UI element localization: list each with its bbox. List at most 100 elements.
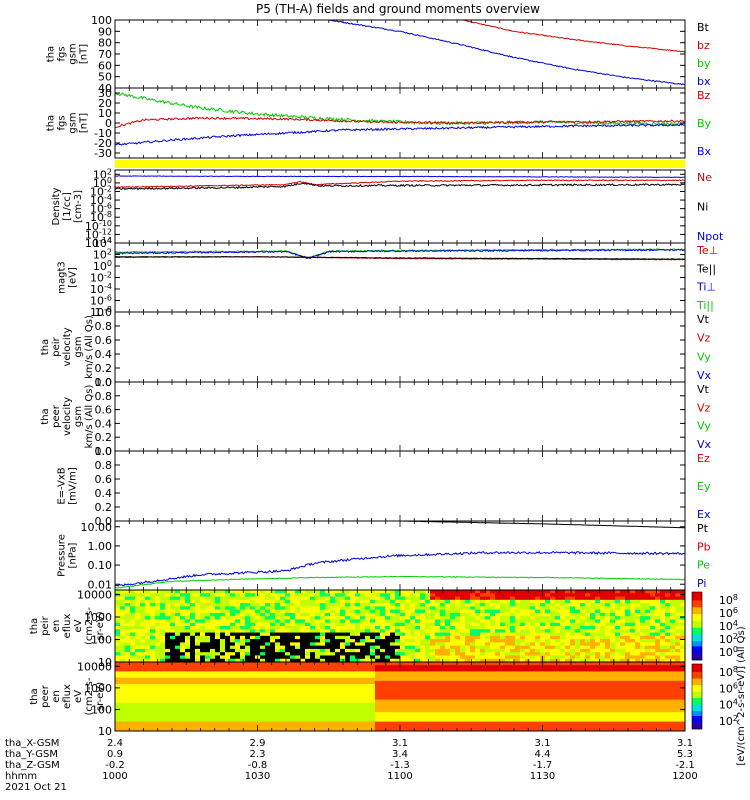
spectrogram-cell [300,690,306,694]
spectrogram-cell [545,599,551,604]
spectrogram-cell [360,606,366,611]
spectrogram-cell [125,612,131,617]
spectrogram-cell [410,619,416,624]
spectrogram-cell [680,632,686,637]
spectrogram-cell [415,645,421,650]
spectrogram-cell [175,635,181,640]
series-Bx [114,123,685,146]
spectrogram-cell [185,635,191,640]
spectrogram-cell [160,655,166,660]
spectrogram-cell [600,629,606,633]
spectrogram-cell [290,674,296,679]
spectrogram-cell [235,590,241,594]
spectrogram-cell [600,603,606,607]
spectrogram-cell [210,629,216,633]
spectrogram-cell [205,616,211,620]
spectrogram-cell [375,639,381,643]
spectrogram-cell [435,702,441,707]
spectrogram-cell [270,652,276,656]
spectrogram-cell [275,626,281,630]
spectrogram-cell [235,683,241,688]
spectrogram-cell [470,658,476,663]
spectrogram-cell [370,596,376,601]
spectrogram-cell [470,596,476,601]
spectrogram-cell [170,690,176,694]
spectrogram-cell [515,632,521,637]
spectrogram-cell [670,645,676,650]
spectrogram-cell [305,677,311,682]
spectrogram-cell [415,655,421,660]
spectrogram-cell [155,603,161,607]
spectrogram-cell [525,593,531,597]
spectrogram-cell [670,658,676,663]
spectrogram-cell [315,677,321,682]
spectrogram-cell [125,727,131,732]
spectrogram-cell [260,677,266,682]
spectrogram-cell [210,635,216,640]
spectrogram-cell [520,645,526,650]
spectrogram-cell [405,712,411,716]
spectrogram-cell [380,715,386,719]
spectrogram-cell [115,626,121,630]
spectrogram-cell [310,709,316,713]
spectrogram-cell [515,606,521,611]
spectrogram-cell [215,632,221,637]
spectrogram-cell [460,629,466,633]
spectrogram-cell [615,593,621,597]
y-axis-label: [mV/m] [68,467,79,505]
spectrogram-cell [365,712,371,716]
spectrogram-cell [130,603,136,607]
spectrogram-cell [310,593,316,597]
spectrogram-cell [310,668,316,672]
spectrogram-cell [675,609,681,614]
spectrogram-cell [140,590,146,594]
spectrogram-cell [630,616,636,620]
spectrogram-cell [255,599,261,604]
spectrogram-cell [195,683,201,688]
spectrogram-cell [135,599,141,604]
spectrogram-cell [370,671,376,675]
spectrogram-cell [275,680,281,685]
spectrogram-cell [550,593,556,597]
spectrogram-cell [295,702,301,707]
spectrogram-cell [530,658,536,663]
spectrogram-cell [440,639,446,643]
spectrogram-cell [155,609,161,614]
spectrogram-cell [170,699,176,704]
spectrogram-cell [400,693,406,697]
spectrogram-cell [405,626,411,630]
y-tick-label: 1.0 [95,306,113,319]
spectrogram-cell [230,619,236,624]
spectrogram-cell [635,609,641,614]
spectrogram-cell [480,658,486,663]
spectrogram-cell [325,658,331,663]
spectrogram-cell [400,593,406,597]
spectrogram-cell [160,593,166,597]
spectrogram-cell [385,705,391,710]
spectrogram-cell [415,665,421,669]
spectrogram-cell [280,648,286,653]
spectrogram-cell [360,671,366,675]
spectrogram-cell [210,639,216,643]
spectrogram-cell [275,677,281,682]
spectrogram-cell [215,635,221,640]
spectrogram-cell [385,696,391,701]
spectrogram-cell [190,712,196,716]
spectrogram-cell [430,712,436,716]
spectrogram-cell [115,655,121,660]
spectrogram-cell [660,609,666,614]
spectrogram-cell [265,642,271,647]
spectrogram-cell [495,655,501,660]
spectrogram-cell [345,612,351,617]
spectrogram-cell [665,652,671,656]
spectrogram-cell [430,699,436,704]
spectrogram-cell [500,616,506,620]
spectrogram-cell [195,699,201,704]
colorbar-swatch [692,598,702,601]
spectrogram-cell [185,609,191,614]
spectrogram-cell [570,655,576,660]
spectrogram-cell [370,687,376,691]
spectrogram-cell [125,693,131,697]
spectrogram-cell [515,658,521,663]
spectrogram-cell [575,599,581,604]
